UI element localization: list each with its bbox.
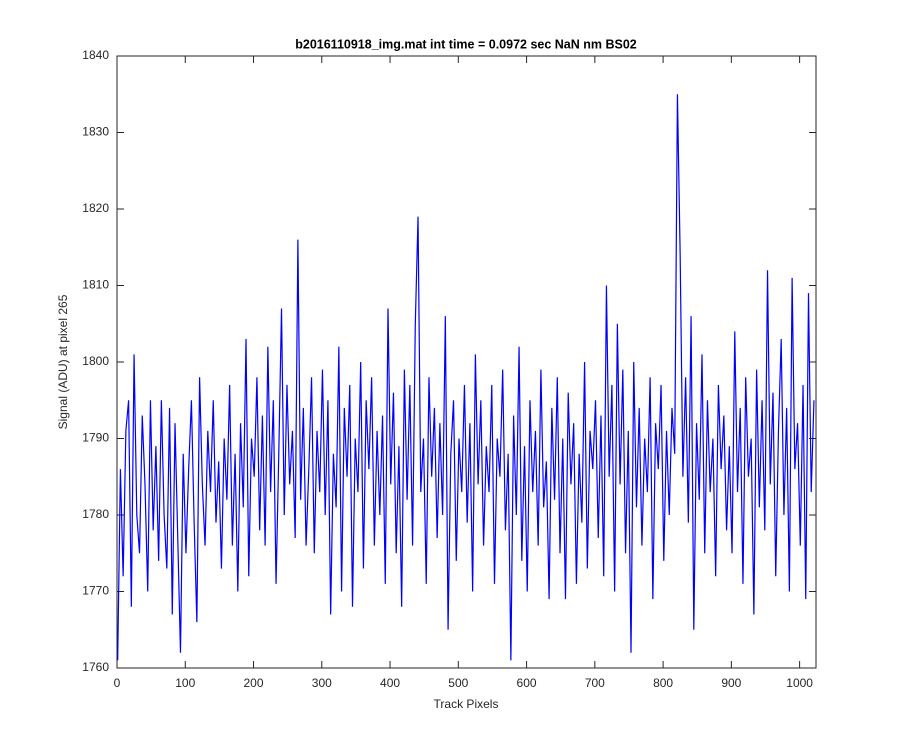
x-tick-label: 200 xyxy=(244,676,264,690)
y-tick-label: 1810 xyxy=(82,278,109,292)
x-tick-label: 0 xyxy=(114,676,121,690)
x-tick-label: 800 xyxy=(653,676,673,690)
y-tick-label: 1780 xyxy=(82,507,109,521)
chart-title: b2016110918_img.mat int time = 0.0972 se… xyxy=(295,37,637,51)
x-tick-label: 400 xyxy=(380,676,400,690)
y-tick-label: 1840 xyxy=(82,48,109,62)
x-tick-label: 600 xyxy=(517,676,537,690)
y-tick-label: 1820 xyxy=(82,201,109,215)
y-tick-label: 1760 xyxy=(82,660,109,674)
x-tick-label: 700 xyxy=(585,676,605,690)
x-tick-label: 100 xyxy=(175,676,195,690)
y-tick-label: 1770 xyxy=(82,584,109,598)
y-tick-label: 1800 xyxy=(82,354,109,368)
x-tick-label: 300 xyxy=(312,676,332,690)
x-axis-label: Track Pixels xyxy=(434,697,499,711)
x-tick-label: 500 xyxy=(448,676,468,690)
y-tick-label: 1790 xyxy=(82,431,109,445)
x-tick-label: 1000 xyxy=(786,676,813,690)
x-tick-label: 900 xyxy=(721,676,741,690)
plot-area xyxy=(116,55,817,669)
data-line xyxy=(117,94,815,661)
y-tick-label: 1830 xyxy=(82,125,109,139)
y-axis-label: Signal (ADU) at pixel 265 xyxy=(56,294,70,429)
